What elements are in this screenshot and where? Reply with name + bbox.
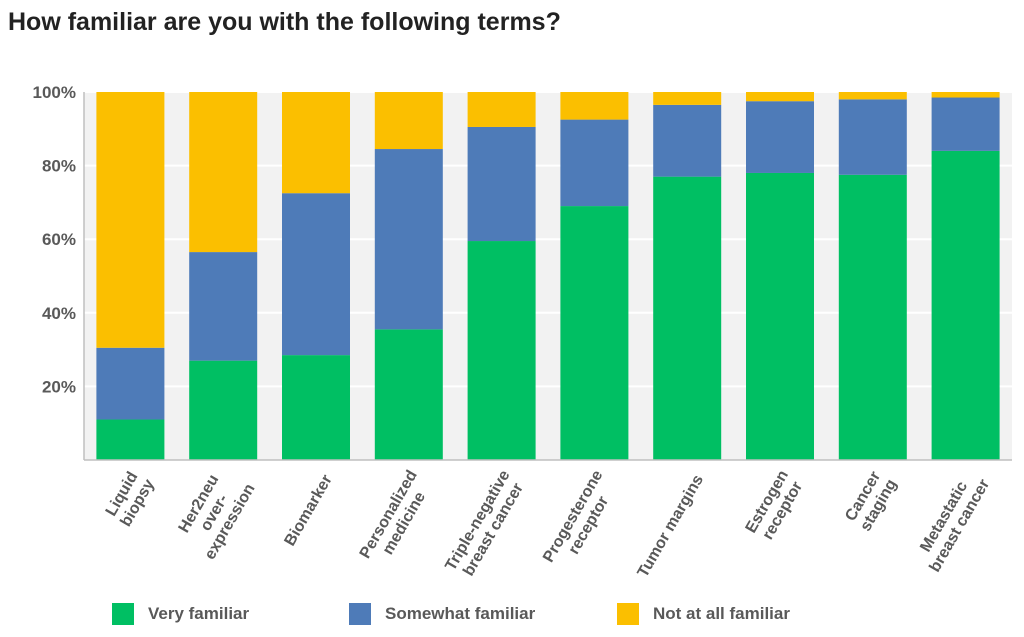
y-tick-label: 20% — [42, 377, 76, 396]
x-tick-label: Personalizedmedicine — [357, 468, 437, 571]
chart-title: How familiar are you with the following … — [8, 8, 561, 36]
y-tick-label: 40% — [42, 304, 76, 323]
bar-segment — [746, 101, 814, 173]
bar-segment — [189, 360, 258, 460]
bar-segment — [560, 119, 629, 207]
bar-segment — [931, 92, 1000, 98]
bar-segment — [96, 347, 165, 420]
bar-segment — [374, 329, 443, 460]
y-tick-label: 80% — [42, 157, 76, 176]
legend-item-not-at-all-familiar: Not at all familiar — [617, 603, 790, 625]
bar-segment — [931, 150, 1000, 460]
bar-segment — [560, 206, 629, 460]
bar-segment — [374, 149, 443, 330]
legend-label-not-at-all-familiar: Not at all familiar — [653, 604, 790, 623]
x-tick-label: Metastaticbreast cancer — [911, 468, 993, 576]
bar-segment — [653, 92, 722, 105]
bar-segment — [282, 193, 350, 356]
x-tick-label: Triple-negativebreast cancer — [442, 467, 529, 582]
bar-segment — [467, 126, 536, 242]
x-tick-label: Biomarker — [281, 472, 335, 549]
y-tick-label: 100% — [33, 83, 76, 102]
x-tick-label: Estrogenreceptor — [743, 468, 808, 546]
x-tick-label: Her2neuover-expression — [170, 463, 258, 563]
y-tick-label: 60% — [42, 230, 76, 249]
x-tick-label: Tumor margins — [635, 472, 707, 580]
axes — [83, 92, 1012, 461]
x-tick-label: Progesteronereceptor — [540, 467, 622, 574]
bar-segment — [838, 99, 907, 175]
bar-segment — [282, 355, 350, 460]
bar-segment — [374, 92, 443, 150]
bars — [96, 92, 1000, 461]
legend-label-somewhat-familiar: Somewhat familiar — [385, 604, 536, 623]
bar-segment — [467, 92, 536, 127]
bar-segment — [653, 176, 722, 460]
bar-segment — [96, 92, 165, 348]
x-tick-label: Liquidbiopsy — [102, 467, 158, 529]
legend-swatch-somewhat-familiar — [349, 603, 371, 625]
legend-item-somewhat-familiar: Somewhat familiar — [349, 603, 535, 625]
x-tick-label: Cancerstaging — [842, 468, 901, 535]
x-tick-labels: Liquidbiopsy Her2neuover-expression Biomar… — [102, 463, 993, 582]
legend-item-very-familiar: Very familiar — [112, 603, 249, 625]
y-tick-labels: 20% 40% 60% 80% 100% — [33, 83, 76, 396]
bar-segment — [282, 92, 350, 194]
bar-segment — [189, 92, 258, 253]
bar-segment — [931, 97, 1000, 151]
legend-swatch-not-at-all-familiar — [617, 603, 639, 625]
bar-segment — [653, 104, 722, 177]
bar-segment — [189, 252, 258, 361]
bar-segment — [838, 92, 907, 100]
bar-segment — [746, 92, 814, 102]
legend-swatch-very-familiar — [112, 603, 134, 625]
bar-segment — [838, 174, 907, 461]
stacked-bar-chart: 20% 40% 60% 80% 100% Liquidbiopsy Her2neuover… — [33, 83, 1012, 582]
bar-segment — [560, 92, 629, 120]
bar-segment — [467, 241, 536, 460]
bar-segment — [746, 172, 814, 460]
legend-label-very-familiar: Very familiar — [148, 604, 250, 623]
bar-segment — [96, 419, 165, 460]
legend: Very familiar Somewhat familiar Not at a… — [0, 603, 1024, 631]
